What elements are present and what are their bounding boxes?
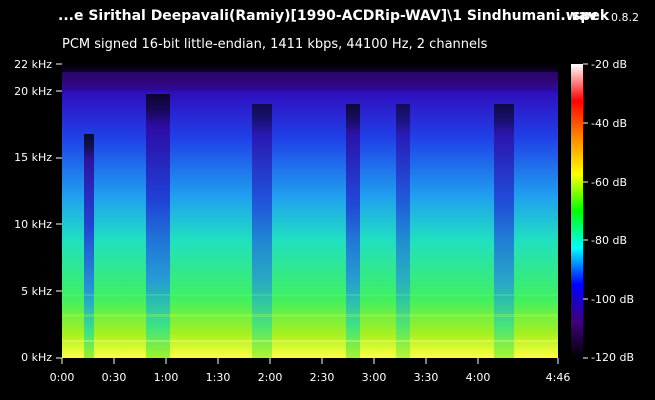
db-label-minus-40: -40 dB <box>591 117 627 130</box>
file-title: ...e Sirithal Deepavali(Ramiy)[1990-ACDR… <box>58 8 598 24</box>
db-label-minus-100: -100 dB <box>591 293 634 306</box>
color-scale-bar <box>571 64 583 358</box>
app-version: 0.8.2 <box>611 11 639 24</box>
time-label-3-30: 3:30 <box>413 371 439 384</box>
time-label-4-00: 4:00 <box>465 371 491 384</box>
axis-ticks <box>56 63 559 364</box>
freq-label-20khz: 20 kHz <box>14 85 52 98</box>
db-label-minus-120: -120 dB <box>591 351 634 364</box>
db-label-minus-60: -60 dB <box>591 176 627 189</box>
freq-label-0khz: 0 kHz <box>21 351 52 364</box>
color-bar-ticks <box>583 63 588 359</box>
freq-label-15khz: 15 kHz <box>14 151 52 164</box>
db-label-minus-20: -20 dB <box>591 58 627 71</box>
freq-label-22khz: 22 kHz <box>14 58 52 71</box>
app-name: spek <box>572 8 610 24</box>
time-label-0-00: 0:00 <box>49 371 75 384</box>
time-label-1-30: 1:30 <box>205 371 231 384</box>
time-label-0-30: 0:30 <box>101 371 127 384</box>
time-label-1-00: 1:00 <box>153 371 179 384</box>
time-label-2-00: 2:00 <box>257 371 283 384</box>
freq-label-5khz: 5 kHz <box>21 285 52 298</box>
spectrogram-canvas[interactable] <box>62 64 558 358</box>
time-label-4-46: 4:46 <box>545 371 571 384</box>
spectrogram-image <box>62 64 558 358</box>
freq-label-10khz: 10 kHz <box>14 218 52 231</box>
time-label-2-30: 2:30 <box>309 371 335 384</box>
db-label-minus-80: -80 dB <box>591 234 627 247</box>
time-label-3-00: 3:00 <box>361 371 387 384</box>
audio-info: PCM signed 16-bit little-endian, 1411 kb… <box>62 37 488 52</box>
